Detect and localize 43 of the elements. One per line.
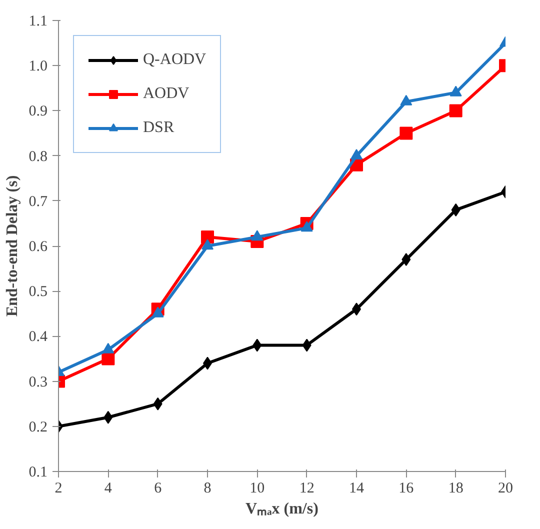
- y-tick-label: 1.0: [28, 58, 48, 75]
- x-tick-label: 20: [498, 480, 513, 496]
- point: [152, 306, 164, 318]
- point: [201, 230, 214, 244]
- x-tick-label: 8: [204, 480, 212, 496]
- point: [300, 221, 313, 232]
- point: [251, 230, 264, 241]
- y-tick-label: 1.1: [28, 14, 48, 30]
- point: [302, 338, 312, 352]
- point: [104, 410, 113, 424]
- y-tick-label: 0.5: [28, 284, 48, 300]
- point: [400, 94, 412, 106]
- x-tick-label: 10: [250, 480, 265, 496]
- y-tick-label: 0.6: [28, 239, 48, 255]
- x-tick-label: 2: [54, 480, 62, 496]
- point: [402, 253, 411, 266]
- point: [451, 203, 460, 216]
- y-tick-label: 0.4: [28, 329, 48, 346]
- x-axis-title: Vₘₐx (m/s): [246, 500, 318, 518]
- point: [450, 86, 462, 96]
- legend-label: DSR: [143, 119, 174, 137]
- legend-label: Q-AODV: [143, 51, 206, 69]
- x-tick-label: 12: [299, 480, 314, 496]
- y-tick-label: 0.8: [28, 148, 48, 165]
- point: [202, 239, 214, 250]
- y-tick-label: 0.3: [28, 374, 48, 390]
- x-tick-label: 16: [398, 480, 414, 496]
- point: [350, 148, 362, 160]
- point: [400, 126, 413, 140]
- legend-label: AODV: [143, 85, 190, 103]
- x-tick-label: 14: [349, 480, 364, 496]
- point: [449, 104, 462, 118]
- x-tick-label: 18: [448, 480, 464, 496]
- point: [102, 352, 115, 366]
- point: [252, 338, 262, 352]
- y-tick-label: 0.1: [28, 464, 48, 480]
- y-tick-label: 0.7: [28, 194, 48, 210]
- y-axis-title: End-to-end Delay (s): [4, 175, 21, 317]
- x-tick-label: 6: [154, 480, 162, 496]
- y-tick-label: 0.2: [28, 419, 48, 436]
- point: [153, 397, 162, 410]
- y-tick-label: 0.9: [28, 104, 48, 120]
- x-tick-label: 4: [104, 480, 112, 496]
